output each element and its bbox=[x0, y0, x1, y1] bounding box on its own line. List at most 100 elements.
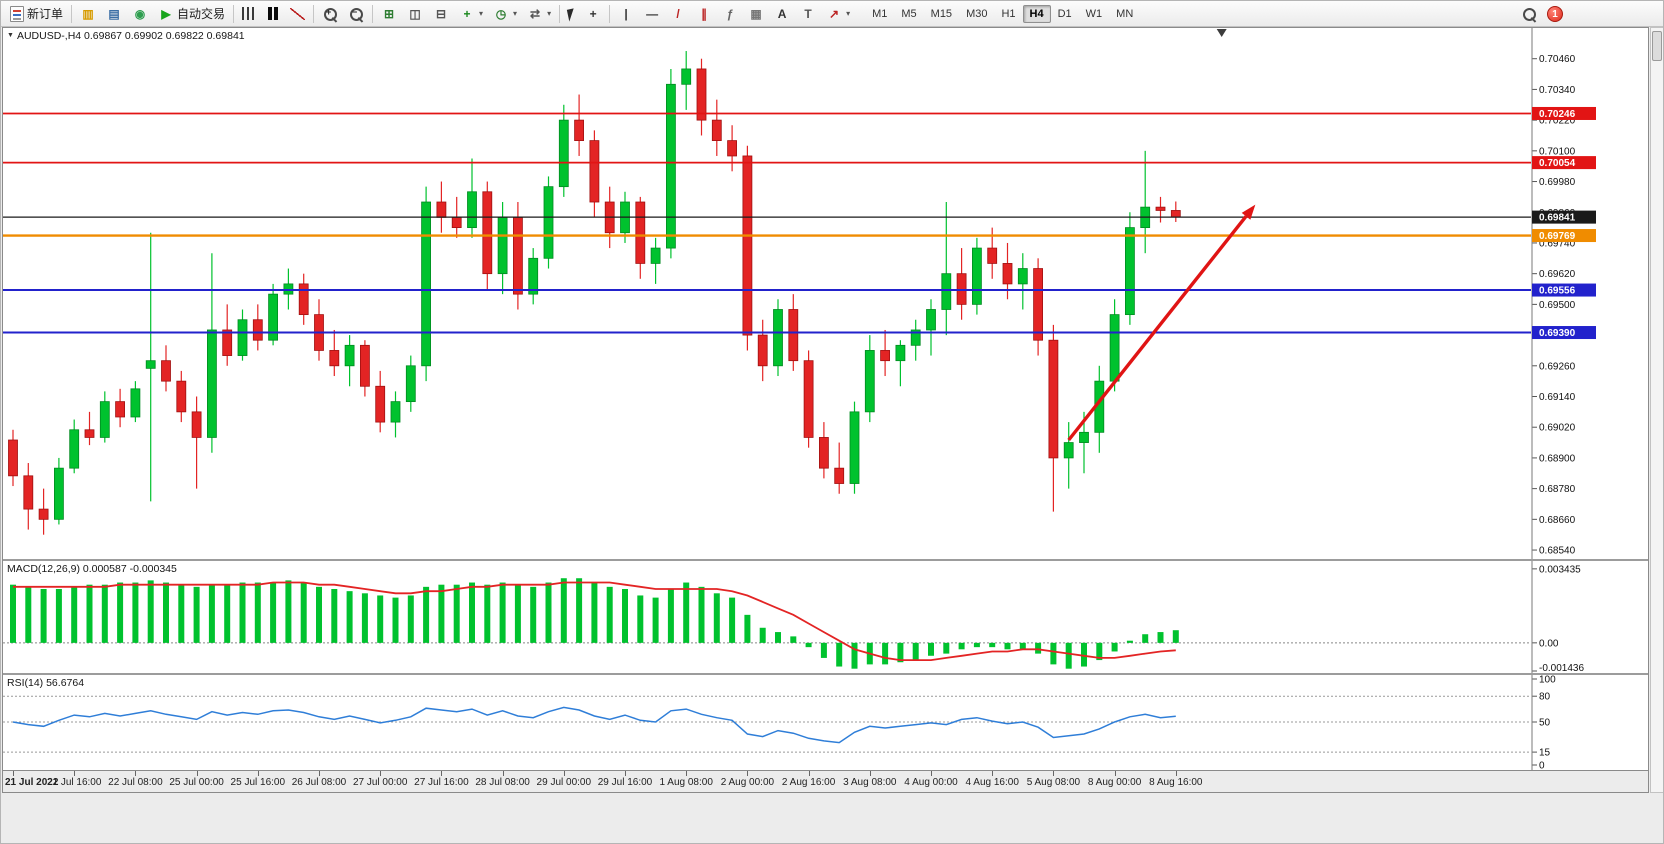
macd-histogram-bar bbox=[729, 597, 736, 643]
crosshair-icon: + bbox=[589, 6, 597, 21]
trend-arrow-head bbox=[1241, 204, 1256, 220]
rsi-canvas[interactable]: 100 80 50 15 0 bbox=[3, 675, 1648, 770]
price-badge-label: 0.70054 bbox=[1539, 158, 1576, 169]
price-axis-label: 0.68780 bbox=[1539, 484, 1576, 495]
new-chart-button[interactable]: + ▾ bbox=[454, 3, 488, 25]
timeframe-m15-button[interactable]: M15 bbox=[930, 7, 953, 20]
candle-body bbox=[268, 293, 279, 341]
new-order-button[interactable]: 新订单 bbox=[5, 3, 68, 25]
macd-canvas[interactable]: 0.003435 0.00 -0.001436 bbox=[3, 561, 1648, 673]
tile-windows-button[interactable]: ⊞ bbox=[376, 3, 402, 25]
timeframe-h4-button[interactable]: H4 bbox=[1022, 4, 1051, 23]
macd-panel[interactable]: MACD(12,26,9) 0.000587 -0.000345 0.00343… bbox=[3, 561, 1648, 673]
fibonacci-button[interactable]: ƒ bbox=[717, 3, 743, 25]
shift-icon: ⇄ bbox=[530, 6, 541, 21]
macd-histogram-bar bbox=[377, 595, 384, 643]
chart-window[interactable]: ▼ AUDUSD-,H4 0.69867 0.69902 0.69822 0.69… bbox=[2, 27, 1649, 793]
price-badge-label: 0.69390 bbox=[1539, 328, 1576, 339]
rsi-panel[interactable]: RSI(14) 56.6764 100 80 50 15 0 bbox=[3, 675, 1648, 770]
horizontal-line-button[interactable]: — bbox=[639, 3, 665, 25]
time-axis-label: 29 Jul 16:00 bbox=[597, 777, 653, 788]
timeframe-m1-button[interactable]: M1 bbox=[872, 7, 888, 20]
time-axis-tick bbox=[1053, 771, 1055, 776]
candle-body bbox=[451, 216, 462, 229]
trend-arrow-line[interactable] bbox=[1067, 215, 1248, 442]
data-window-button[interactable]: ▤ bbox=[101, 3, 127, 25]
navigator-button[interactable]: ◉ bbox=[127, 3, 153, 25]
chart-shift-marker[interactable] bbox=[1216, 29, 1227, 37]
rsi-axis-label: 0 bbox=[1539, 761, 1545, 771]
macd-histogram-bar bbox=[989, 642, 996, 648]
macd-histogram-bar bbox=[10, 584, 16, 643]
candle-body bbox=[558, 119, 569, 188]
chart-shift-button[interactable]: ⇄ ▾ bbox=[522, 3, 556, 25]
scrollbar-thumb[interactable] bbox=[1652, 31, 1662, 61]
timeframe-w1-button[interactable]: W1 bbox=[1085, 7, 1103, 20]
macd-histogram-bar bbox=[637, 595, 644, 643]
vertical-scrollbar[interactable] bbox=[1650, 27, 1663, 793]
cursor-button[interactable] bbox=[563, 3, 580, 25]
trendline-icon: / bbox=[676, 6, 680, 21]
macd-histogram-bar bbox=[147, 580, 154, 643]
channel-button[interactable]: ∥ bbox=[691, 3, 717, 25]
chart-candles-button[interactable] bbox=[261, 3, 285, 25]
candle-body bbox=[1155, 206, 1166, 211]
main-chart-canvas[interactable]: 0.70460 0.70340 0.70220 0.70100 0.69980 0.698… bbox=[3, 28, 1648, 559]
candle-body bbox=[742, 155, 753, 336]
panel-divider[interactable] bbox=[3, 559, 1648, 561]
candle-body bbox=[864, 350, 875, 413]
arrange-horizontal-button[interactable]: ⊟ bbox=[428, 3, 454, 25]
auto-refresh-button[interactable]: ◷ ▾ bbox=[488, 3, 522, 25]
time-axis-tick bbox=[13, 771, 14, 776]
notification-badge[interactable]: 1 bbox=[1547, 6, 1563, 22]
chart-bars-button[interactable] bbox=[237, 3, 261, 25]
label-button[interactable]: T bbox=[795, 3, 821, 25]
toolbar-separator bbox=[313, 4, 315, 23]
grid-icon: ▦ bbox=[750, 6, 762, 21]
candle-body bbox=[298, 283, 309, 316]
toolbar-buttons: 新订单 ▥ ▤ ◉ ▶ 自动交易 + − ⊞ ◫ ⊟ + ▾ ◷ ▾ ⇄ ▾ + | — / ∥ ƒ ▦ A T ↗ ▾ bbox=[5, 3, 855, 25]
grid-button[interactable]: ▦ bbox=[743, 3, 769, 25]
autotrade-button[interactable]: ▶ 自动交易 bbox=[153, 3, 230, 25]
candle-body bbox=[528, 257, 539, 295]
panel-divider[interactable] bbox=[3, 673, 1648, 675]
timeframe-h1-button[interactable]: H1 bbox=[1001, 7, 1016, 20]
arrows-button[interactable]: ↗ ▾ bbox=[821, 3, 855, 25]
new-order-icon bbox=[10, 5, 24, 22]
zoom-in-button[interactable]: + bbox=[317, 3, 343, 25]
candle-body bbox=[8, 439, 18, 477]
time-axis-tick bbox=[319, 771, 320, 776]
timeframe-m30-button[interactable]: M30 bbox=[966, 7, 988, 20]
macd-signal-line bbox=[13, 581, 1176, 661]
candle-body bbox=[849, 411, 860, 484]
vertical-line-button[interactable]: | bbox=[613, 3, 639, 25]
zoom-out-button[interactable]: − bbox=[343, 3, 369, 25]
macd-histogram-bar bbox=[1111, 642, 1118, 652]
timeframe-mn-button[interactable]: MN bbox=[1116, 7, 1134, 20]
text-button[interactable]: A bbox=[769, 3, 795, 25]
timeframe-d1-button[interactable]: D1 bbox=[1057, 7, 1072, 20]
timeframe-m5-button[interactable]: M5 bbox=[901, 7, 917, 20]
crosshair-button[interactable]: + bbox=[580, 3, 606, 25]
time-axis-tick bbox=[196, 771, 198, 776]
arrange-vertical-button[interactable]: ◫ bbox=[402, 3, 428, 25]
candles-icon bbox=[266, 7, 281, 20]
macd-histogram-bar bbox=[499, 582, 506, 643]
main-chart-panel[interactable]: ▼ AUDUSD-,H4 0.69867 0.69902 0.69822 0.69… bbox=[3, 28, 1648, 559]
chevron-down-icon: ▾ bbox=[547, 9, 552, 18]
symbol-menu-icon[interactable]: ▼ bbox=[7, 32, 14, 39]
price-badge-label: 0.69769 bbox=[1539, 231, 1576, 242]
time-axis-label: 25 Jul 16:00 bbox=[230, 777, 286, 788]
macd-histogram-bar bbox=[576, 578, 583, 643]
market-watch-button[interactable]: ▥ bbox=[75, 3, 101, 25]
toolbar-separator bbox=[71, 4, 73, 23]
price-axis-label: 0.69740 bbox=[1539, 238, 1576, 249]
search-icon[interactable] bbox=[1521, 6, 1537, 22]
toolbar-separator bbox=[559, 4, 561, 23]
time-axis-tick bbox=[992, 771, 994, 776]
time-axis[interactable]: 21 Jul 2022 21 Jul 16:00 22 Jul 08:00 25 Ju… bbox=[3, 770, 1648, 792]
chart-line-button[interactable] bbox=[285, 3, 310, 25]
candle-body bbox=[987, 247, 998, 264]
price-axis-label: 0.68660 bbox=[1539, 515, 1576, 526]
trendline-button[interactable]: / bbox=[665, 3, 691, 25]
